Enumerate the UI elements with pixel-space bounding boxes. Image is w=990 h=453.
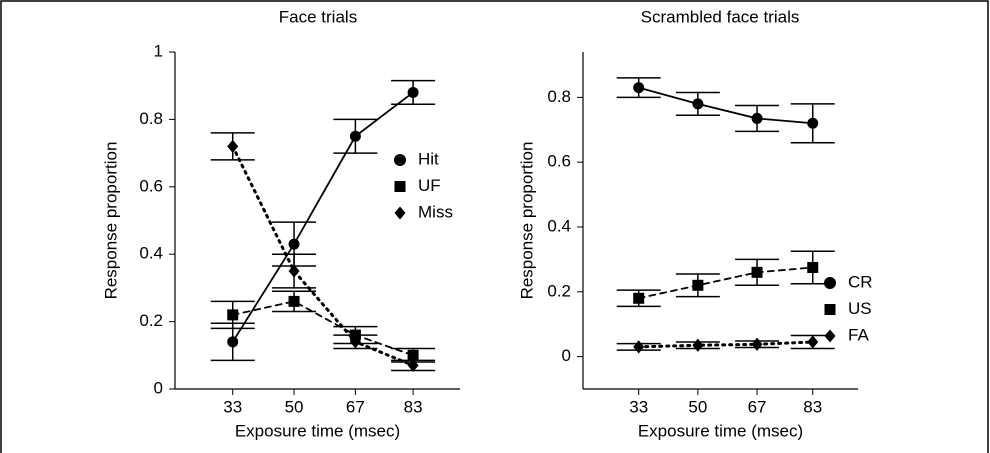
- legend-label: Miss: [418, 202, 453, 221]
- marker: [407, 358, 419, 373]
- x-tick-label: 67: [346, 397, 365, 416]
- marker: [692, 338, 704, 352]
- y-tick-label: 0.6: [139, 176, 163, 195]
- series-line: [231, 91, 415, 343]
- marker: [227, 336, 239, 348]
- legend-label: UF: [418, 176, 441, 195]
- y-tick-label: 0: [562, 346, 571, 365]
- marker: [807, 117, 819, 129]
- y-tick-label: 0.8: [139, 109, 163, 128]
- y-tick-label: 0: [154, 378, 163, 397]
- y-tick-label: 0.6: [547, 152, 571, 171]
- marker: [227, 309, 239, 321]
- y-tick-label: 1: [154, 41, 163, 60]
- legend-marker: [824, 329, 836, 343]
- series-line: [637, 340, 815, 349]
- y-tick-label: 0.8: [547, 87, 571, 106]
- marker: [407, 86, 419, 98]
- legend-label: FA: [848, 325, 869, 344]
- y-axis-label: Response proportion: [101, 142, 120, 300]
- marker: [633, 292, 645, 304]
- marker: [692, 98, 704, 110]
- legend-label: Hit: [418, 149, 439, 168]
- x-axis-label: Exposure time (msec): [235, 421, 400, 440]
- marker: [407, 349, 419, 361]
- marker: [633, 82, 645, 94]
- marker: [349, 335, 361, 349]
- marker: [751, 112, 763, 124]
- marker: [807, 335, 819, 349]
- y-tick-label: 0.4: [547, 216, 571, 235]
- legend-label: US: [848, 299, 872, 318]
- marker: [349, 130, 361, 142]
- legend-marker: [394, 181, 406, 192]
- chart-title: Face trials: [279, 7, 357, 26]
- marker: [751, 266, 763, 278]
- series-line: [637, 266, 814, 300]
- legend-marker: [824, 304, 836, 315]
- marker: [288, 264, 300, 278]
- marker: [288, 295, 300, 307]
- x-tick-label: 50: [285, 397, 304, 416]
- legend-label: CR: [848, 272, 873, 291]
- chart-title: Scrambled face trials: [641, 7, 800, 26]
- marker: [692, 279, 704, 291]
- x-tick-label: 83: [803, 397, 822, 416]
- marker: [807, 261, 819, 273]
- y-tick-label: 0.2: [547, 281, 571, 300]
- legend-marker: [394, 206, 406, 220]
- x-tick-label: 67: [748, 397, 767, 416]
- x-tick-label: 33: [223, 397, 242, 416]
- y-axis-label: Response proportion: [517, 142, 536, 300]
- series-line: [231, 300, 415, 357]
- marker: [288, 238, 300, 250]
- marker: [633, 340, 645, 354]
- x-axis-label: Exposure time (msec): [638, 421, 803, 440]
- y-tick-label: 0.4: [139, 244, 163, 263]
- x-tick-label: 33: [629, 397, 648, 416]
- marker: [227, 139, 239, 153]
- series-line: [637, 86, 814, 125]
- series-line: [231, 144, 415, 367]
- x-tick-label: 83: [404, 397, 423, 416]
- legend-marker: [394, 154, 406, 166]
- marker: [751, 337, 763, 351]
- x-tick-label: 50: [688, 397, 707, 416]
- y-tick-label: 0.2: [139, 311, 163, 330]
